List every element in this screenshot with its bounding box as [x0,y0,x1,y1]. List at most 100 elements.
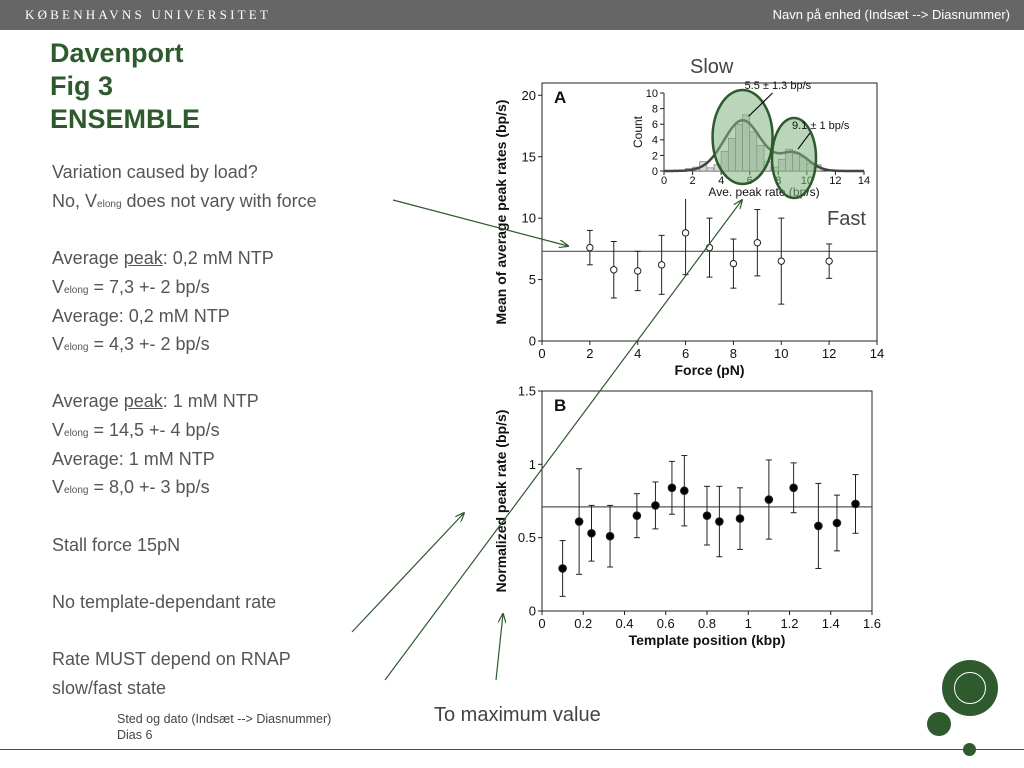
body-line: No template-dependant rate [52,592,277,612]
footer: Sted og dato (Indsæt --> Diasnummer) Dia… [117,711,331,743]
x-tick-label: 0.2 [574,616,592,631]
x-tick-label: 10 [774,346,788,361]
y-tick-label: 1.5 [518,384,536,399]
x-tick-label: 0 [538,616,545,631]
body-line: Average peak: 0,2 mM NTP [52,248,274,268]
arrow-to-panel-b [351,513,464,633]
y-tick-label: 20 [522,88,536,103]
y-tick-label: 10 [646,88,658,100]
y-axis-label: Count [631,115,645,148]
slide-title: Davenport Fig 3 ENSEMBLE [50,37,200,136]
x-tick-label: 4 [718,175,724,187]
data-point [667,483,677,493]
arrow-to-panel-a [392,199,568,246]
x-tick-label: 1.6 [863,616,881,631]
arrow-to-histogram [384,200,742,681]
green-dot-small [963,743,976,756]
to-maximum-label: To maximum value [434,704,601,726]
title-line-1: Davenport [50,38,184,68]
data-point [789,483,798,493]
fast-label: Fast [827,208,866,230]
y-axis-label: Mean of average peak rates (bp/s) [493,100,509,325]
body-line: No, Velong does not vary with force [52,191,317,211]
x-tick-label: 14 [858,175,870,187]
data-point [657,261,666,269]
y-tick-label: 1 [529,457,536,472]
x-tick-label: 0 [661,175,667,187]
data-point [753,239,762,247]
peak-pointer [748,92,773,117]
data-point [735,514,745,523]
x-tick-label: 8 [730,346,737,361]
peak-label-fast: 9.1 ± 1 bp/s [792,120,850,132]
plot-frame [541,82,878,342]
y-tick-label: 0 [529,604,536,619]
header-bar: KØBENHAVNS UNIVERSITET Navn på enhed (In… [0,0,1024,30]
y-tick-label: 10 [522,211,536,226]
x-tick-label: 2 [586,346,593,361]
data-point [764,495,774,504]
y-tick-label: 0 [529,334,536,349]
arrow-to-max-value [495,614,503,681]
panel-letter: A [554,88,566,107]
x-axis-label: Force (pN) [675,362,745,378]
annotation-arrows [351,199,742,681]
data-point [832,518,842,528]
body-line: Average peak: 1 mM NTP [52,391,259,411]
histogram-bar [706,167,715,172]
y-tick-label: 0 [652,166,658,178]
data-point [702,511,712,520]
data-point [574,517,584,526]
x-tick-label: 1.4 [822,616,840,631]
footer-divider [0,749,1024,750]
x-tick-label: 0.6 [657,616,675,631]
data-point [605,531,615,541]
y-tick-label: 5 [529,272,536,287]
data-point [729,259,738,268]
data-point [851,499,860,509]
fast-peak-highlight [770,116,818,200]
peak-pointer [797,132,811,150]
data-point [681,229,690,237]
body-line: Velong = 4,3 +- 2 bp/s [52,334,210,354]
x-tick-label: 6 [682,346,689,361]
data-point [715,517,724,526]
body-line: Variation caused by load? [52,162,258,182]
panel-letter: B [554,396,566,415]
y-tick-label: 0.5 [518,530,536,545]
x-tick-label: 0.8 [698,616,716,631]
y-tick-label: 8 [652,103,658,115]
university-name: KØBENHAVNS UNIVERSITET [25,7,272,22]
data-point [587,528,596,538]
body-line: Velong = 14,5 +- 4 bp/s [52,420,220,440]
data-point [680,486,689,496]
unit-text: Navn på enhed (Indsæt --> Diasnummer) [772,7,1010,22]
x-tick-label: 1.2 [780,616,798,631]
y-tick-label: 4 [652,135,658,147]
footer-slide-number: Dias 6 [117,728,153,742]
y-tick-label: 2 [652,150,658,162]
data-point [825,257,833,265]
x-tick-label: 2 [690,175,696,187]
data-point [610,266,618,274]
seal-ring [954,672,986,704]
data-point [558,564,567,573]
x-tick-label: 1 [745,616,752,631]
chart-a-inset: 024681012140246810Ave. peak rate (bp/s)C… [630,80,870,200]
slow-peak-highlight [711,88,774,186]
y-tick-label: 6 [652,119,658,131]
x-tick-label: 12 [829,175,841,187]
x-tick-label: 14 [870,346,884,361]
body-line: Average: 1 mM NTP [52,449,215,469]
data-point [651,501,660,510]
peak-label-slow: 5.5 ± 1.3 bp/s [745,80,812,92]
y-tick-label: 15 [522,149,536,164]
body-line: Rate MUST depend on RNAP [52,649,291,669]
data-point [632,511,642,520]
chart-b: 0 0.2 0.4 0.6 0.8 1 1.2 1.4 1.6 0 0.5 1 1.5 Template … [493,384,881,648]
body-line: Average: 0,2 mM NTP [52,306,230,326]
data-point [586,243,594,252]
x-axis-label: Template position (kbp) [629,632,786,648]
